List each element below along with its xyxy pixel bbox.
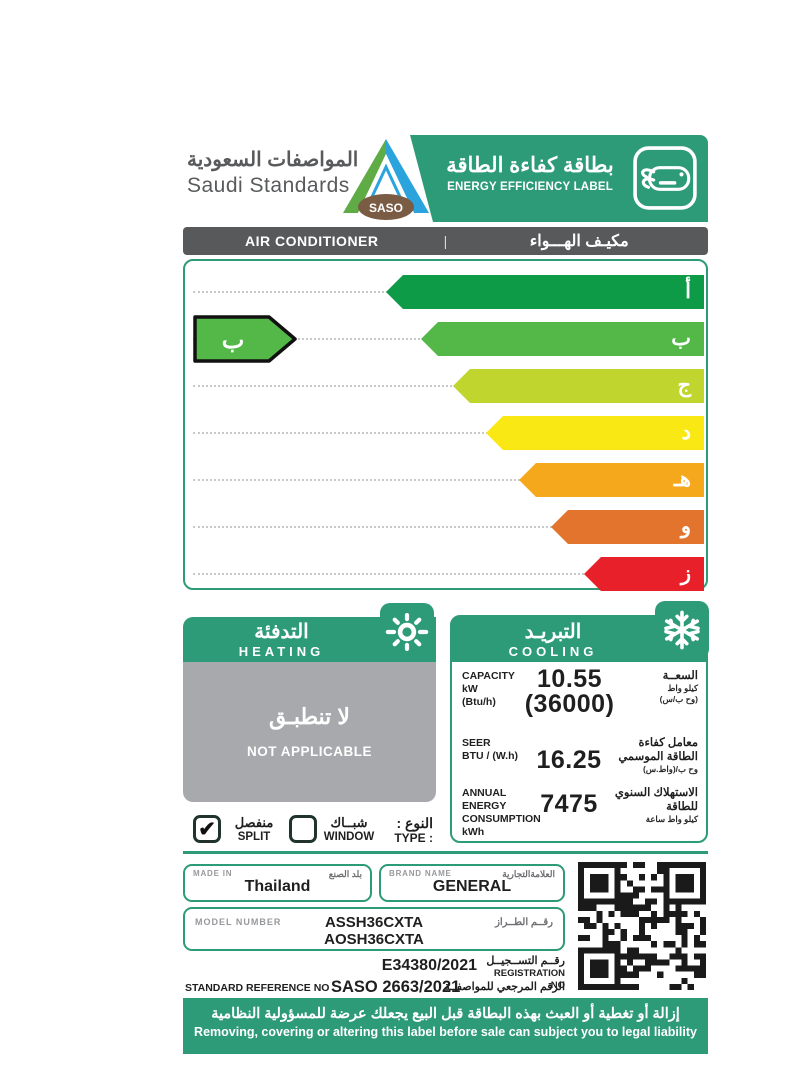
model-value-line2: AOSH36CXTA	[324, 931, 424, 948]
annual-label-en: ANNUAL ENERGY CONSUMPTION kWh	[462, 787, 541, 838]
grade-letter: ج	[677, 374, 691, 397]
cooling-title-english: COOLING	[508, 644, 598, 659]
model-label-en: MODEL NUMBER	[195, 917, 282, 927]
grade-letter: د	[681, 421, 691, 444]
registration-row: E34380/2021 رقــم التســجيــل REGISTRATI…	[183, 954, 565, 991]
split-option-label: منفصل SPLIT	[234, 815, 274, 843]
standard-value: SASO 2663/2021	[331, 978, 461, 996]
grade-bar: هـ	[519, 463, 704, 497]
type-selection-row: ✔ منفصل SPLIT شبــاك WINDOW النوع : TYPE…	[183, 813, 436, 853]
divider-rule	[183, 851, 708, 854]
heating-title-arabic: التدفئة	[254, 621, 309, 643]
capacity-btu-value: (36000)	[524, 690, 615, 718]
registration-value: E34380/2021	[381, 957, 477, 974]
grade-row: ز	[193, 557, 704, 591]
seer-label-ar: معامل كفاءة الطاقة الموسمي وح ب/(واط.س)	[618, 737, 698, 774]
brand-label-en: BRAND NAME	[389, 869, 452, 878]
grade-row: ب	[193, 322, 704, 356]
banner-title-arabic: بطاقة كفاءة الطاقة	[446, 154, 614, 177]
cooling-title-arabic: التبريـد	[524, 621, 582, 643]
grade-letter: ب	[671, 327, 691, 350]
annual-energy-row: ANNUAL ENERGY CONSUMPTION kWh 7475 الاست…	[452, 779, 706, 840]
grade-bar: أ	[386, 275, 704, 309]
standard-label-en: STANDARD REFERENCE NO	[185, 982, 330, 994]
checkmark-icon: ✔	[198, 818, 216, 841]
window-option-label: شبــاك WINDOW	[323, 815, 375, 843]
product-bar-separator: |	[443, 233, 448, 249]
saudi-standards-logotype: المواصفات السعودية Saudi Standards	[187, 147, 358, 198]
sun-icon	[380, 603, 434, 661]
model-value-line1: ASSH36CXTA	[324, 914, 424, 931]
snowflake-icon	[655, 601, 709, 659]
brand-value: GENERAL	[432, 878, 512, 895]
capacity-label-en: CAPACITY kW (Btu/h)	[462, 670, 515, 708]
grade-row: و	[193, 510, 704, 544]
heating-panel: التدفئة HEATING لا تنطبـق NOT APPLICABLE	[183, 603, 436, 802]
grade-letter: هـ	[673, 468, 691, 491]
legal-warning-bar: إزالة أو تغطية أو العبث بهذه البطاقة قبل…	[183, 998, 708, 1054]
made-in-value: Thailand	[244, 878, 311, 895]
grade-bar: و	[551, 510, 704, 544]
brand-label-ar: العلامةالتجارية	[502, 869, 555, 879]
window-checkbox	[289, 815, 317, 843]
model-values: ASSH36CXTA AOSH36CXTA	[185, 914, 563, 948]
grade-bar: د	[486, 416, 704, 450]
qr-code	[578, 862, 706, 990]
grade-row: هـ	[193, 463, 704, 497]
saso-triangle-logo: SASO	[343, 139, 429, 220]
capacity-kw-value: 10.55	[537, 665, 603, 693]
made-in-box: MADE IN بلد الصنع Thailand	[183, 864, 372, 902]
grade-letter: و	[680, 515, 691, 538]
type-label: النوع : TYPE :	[394, 815, 433, 845]
annual-label-ar: الاستهلاك السنوي للطاقة كيلو واط ساعة	[614, 787, 698, 824]
grade-row: أ	[193, 275, 704, 309]
org-name-english: Saudi Standards	[187, 174, 350, 197]
seer-row: SEER BTU / (W.h) 16.25 معامل كفاءة الطاق…	[452, 729, 706, 779]
banner-title-english: ENERGY EFFICIENCY LABEL	[447, 181, 613, 193]
product-info-section: MADE IN بلد الصنع Thailand BRAND NAME ال…	[183, 862, 708, 996]
made-in-label-en: MADE IN	[193, 869, 233, 878]
grade-row: د	[193, 416, 704, 450]
capacity-value: 10.55 (36000)	[525, 667, 615, 729]
annual-consumption-value: 7475	[540, 790, 598, 818]
grade-bar: ب	[421, 322, 704, 356]
brand-name-box: BRAND NAME العلامةالتجارية GENERAL	[379, 864, 565, 902]
model-number-box: MODEL NUMBER رقــم الطــراز ASSH36CXTA A…	[183, 907, 565, 951]
product-name-english: AIR CONDITIONER	[245, 233, 379, 249]
standard-reference-row: STANDARD REFERENCE NO SASO 2663/2021 الر…	[183, 978, 565, 998]
capacity-row: CAPACITY kW (Btu/h) 10.55 (36000) السعــ…	[452, 662, 706, 729]
registration-labels: رقــم التســجيــل REGISTRATION NO	[486, 955, 565, 991]
model-label-ar: رقــم الطــراز	[495, 917, 553, 928]
legal-warning-arabic: إزالة أو تغطية أو العبث بهذه البطاقة قبل…	[211, 1006, 680, 1022]
grade-letter: ز	[680, 562, 691, 585]
heating-title-english: HEATING	[238, 644, 325, 659]
efficiency-rating-chart: أ ب ج د هـ و ز ب	[183, 259, 708, 591]
current-grade-letter: ب	[222, 327, 245, 354]
current-grade-indicator: ب	[193, 315, 297, 363]
split-checkbox: ✔	[193, 815, 221, 843]
org-name-arabic: المواصفات السعودية	[187, 149, 359, 171]
made-in-label-ar: بلد الصنع	[328, 869, 362, 879]
label-header: المواصفات السعودية Saudi Standards SASO …	[183, 135, 708, 223]
grade-row: ج	[193, 369, 704, 403]
product-title-bar: AIR CONDITIONER | مكيـف الهـــواء	[183, 227, 708, 255]
energy-efficiency-label: المواصفات السعودية Saudi Standards SASO …	[183, 135, 709, 1054]
grade-bar: ز	[584, 557, 704, 591]
capacity-label-ar: السعــة كيلو واط (وح ب/س)	[659, 670, 698, 704]
cooling-panel: التبريـد COOLING CAPACITY kW (Btu/h) 10.…	[450, 601, 709, 843]
air-conditioner-icon	[633, 146, 697, 210]
grade-letter: أ	[685, 280, 691, 303]
saso-logo-text: SASO	[369, 201, 403, 215]
not-applicable-english: NOT APPLICABLE	[247, 744, 372, 759]
energy-label-banner: بطاقة كفاءة الطاقة ENERGY EFFICIENCY LAB…	[410, 135, 708, 222]
product-name-arabic: مكيـف الهـــواء	[529, 233, 629, 250]
legal-warning-english: Removing, covering or altering this labe…	[194, 1025, 697, 1039]
grade-bar: ج	[453, 369, 704, 403]
standard-label-ar: الرقم المرجعي للمواصفــة	[444, 981, 565, 993]
seer-value: 16.25	[536, 746, 602, 774]
banner-titles: بطاقة كفاءة الطاقة ENERGY EFFICIENCY LAB…	[441, 152, 619, 193]
not-applicable-arabic: لا تنطبـق	[269, 704, 350, 729]
seer-label-en: SEER BTU / (W.h)	[462, 737, 518, 762]
heating-not-applicable-box: لا تنطبـق NOT APPLICABLE	[183, 662, 436, 802]
